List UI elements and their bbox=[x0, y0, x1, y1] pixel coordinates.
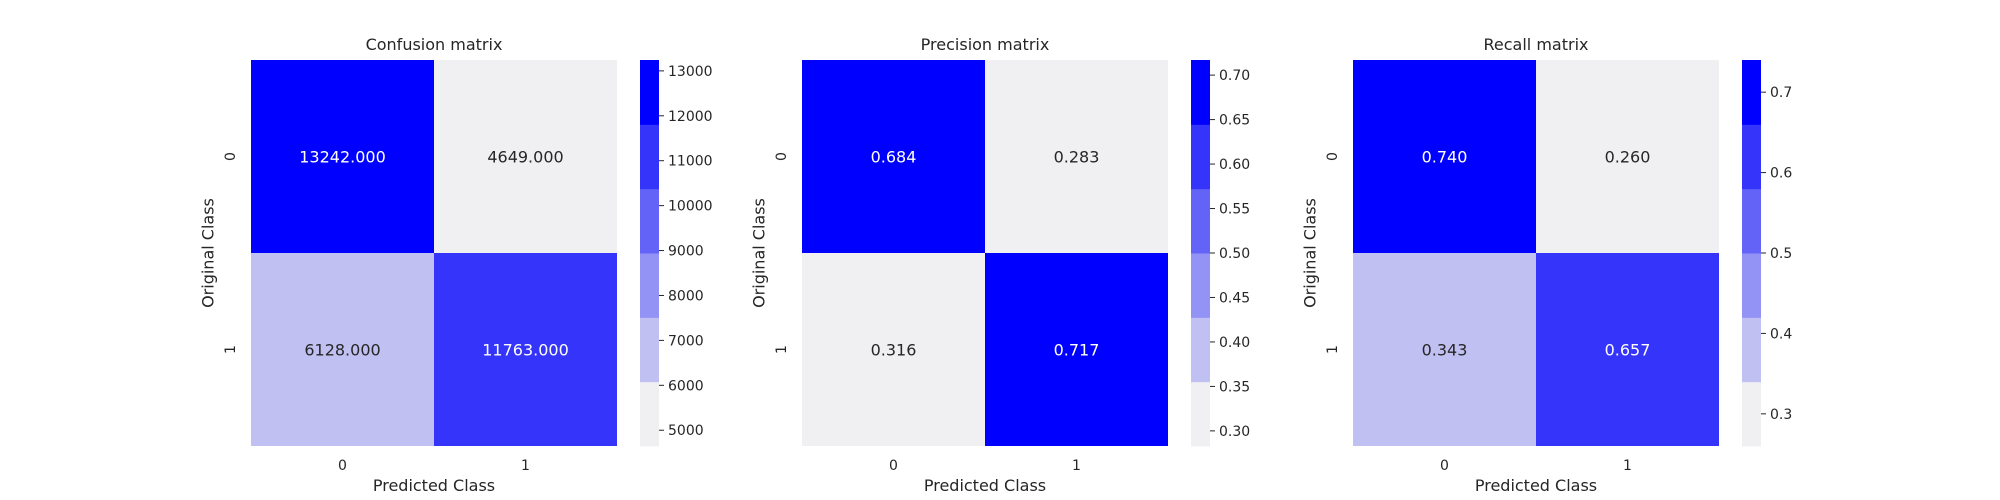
y-tick-label: 0 bbox=[223, 152, 239, 161]
colorbar-tick-label: 0.50 bbox=[1219, 246, 1250, 262]
colorbar-tick-label: 12000 bbox=[668, 109, 713, 125]
colorbar-tick-label: 10000 bbox=[668, 199, 713, 215]
colorbar-bin bbox=[1191, 317, 1210, 383]
heatmap-panel-3: Recall matrix 0.740 0.260 0.343 0.657 0 1 0 1 Pre… bbox=[1301, 35, 1793, 495]
y-tick-label: 1 bbox=[223, 345, 239, 354]
colorbar-tick-label: 9000 bbox=[668, 244, 704, 260]
x-tick-label: 1 bbox=[521, 458, 530, 474]
colorbar-bin bbox=[1742, 253, 1761, 318]
colorbar-bin bbox=[1742, 124, 1761, 190]
colorbar-bin bbox=[1191, 253, 1210, 318]
colorbar-tick-label: 0.3 bbox=[1770, 407, 1792, 423]
colorbar-tick-label: 0.40 bbox=[1219, 335, 1250, 351]
heatmap-cell bbox=[1353, 60, 1536, 253]
colorbar-bin bbox=[1191, 188, 1210, 254]
cell-value-label: 0.657 bbox=[1605, 341, 1651, 360]
heatmap-cell bbox=[802, 253, 985, 446]
heatmap-panel-2: Precision matrix 0.684 0.283 0.316 0.717 0 1 0 1… bbox=[750, 35, 1251, 495]
colorbar-tick-label: 0.55 bbox=[1219, 202, 1250, 218]
colorbar-bin bbox=[640, 124, 659, 190]
cell-value-label: 0.316 bbox=[871, 341, 917, 360]
x-tick-label: 1 bbox=[1072, 458, 1081, 474]
colorbar-tick-label: 13000 bbox=[668, 64, 713, 80]
colorbar-tick-label: 0.7 bbox=[1770, 85, 1792, 101]
cell-value-label: 13242.000 bbox=[299, 148, 386, 167]
x-axis-label: Predicted Class bbox=[373, 476, 495, 495]
colorbar-bin bbox=[1191, 60, 1210, 125]
heatmap-cell bbox=[251, 60, 434, 253]
x-tick-label: 0 bbox=[1440, 458, 1449, 474]
colorbar-tick-label: 8000 bbox=[668, 288, 704, 304]
colorbar-tick-label: 0.4 bbox=[1770, 326, 1792, 342]
colorbar-tick-label: 0.30 bbox=[1219, 424, 1250, 440]
chart-title: Recall matrix bbox=[1484, 35, 1589, 54]
cell-value-label: 0.283 bbox=[1054, 148, 1100, 167]
cell-value-label: 4649.000 bbox=[487, 148, 563, 167]
heatmap-cell bbox=[985, 253, 1168, 446]
cell-value-label: 0.343 bbox=[1422, 341, 1468, 360]
heatmap-cell bbox=[1536, 253, 1719, 446]
colorbar-tick-label: 5000 bbox=[668, 423, 704, 439]
colorbar-tick-label: 0.45 bbox=[1219, 290, 1250, 306]
colorbar-tick-label: 0.60 bbox=[1219, 157, 1250, 173]
y-tick-label: 0 bbox=[1325, 152, 1341, 161]
colorbar-tick-label: 6000 bbox=[668, 378, 704, 394]
colorbar-bin bbox=[1742, 317, 1761, 383]
cell-value-label: 0.684 bbox=[871, 148, 917, 167]
colorbar-bin bbox=[640, 188, 659, 254]
colorbar-bin bbox=[640, 317, 659, 383]
cell-value-label: 0.717 bbox=[1054, 341, 1100, 360]
y-tick-label: 1 bbox=[1325, 345, 1341, 354]
heatmap-cell bbox=[251, 253, 434, 446]
colorbar-tick-label: 0.65 bbox=[1219, 113, 1250, 129]
cell-value-label: 0.740 bbox=[1422, 148, 1468, 167]
chart-title: Confusion matrix bbox=[366, 35, 503, 54]
cell-value-label: 6128.000 bbox=[304, 341, 380, 360]
colorbar-tick-label: 0.70 bbox=[1219, 68, 1250, 84]
y-axis-label: Original Class bbox=[1301, 198, 1320, 308]
x-tick-label: 0 bbox=[338, 458, 347, 474]
colorbar-bin bbox=[640, 253, 659, 318]
cell-value-label: 11763.000 bbox=[482, 341, 569, 360]
colorbar-tick-label: 0.6 bbox=[1770, 166, 1792, 182]
chart-title: Precision matrix bbox=[921, 35, 1050, 54]
x-axis-label: Predicted Class bbox=[924, 476, 1046, 495]
colorbar-bin bbox=[1742, 60, 1761, 125]
heatmap-cell bbox=[434, 253, 617, 446]
colorbar-tick-label: 7000 bbox=[668, 333, 704, 349]
colorbar-tick-label: 0.35 bbox=[1219, 379, 1250, 395]
heatmap-cell bbox=[1536, 60, 1719, 253]
colorbar-bin bbox=[640, 60, 659, 125]
heatmap-cell bbox=[434, 60, 617, 253]
colorbar-bin bbox=[1191, 381, 1210, 447]
y-axis-label: Original Class bbox=[199, 198, 218, 308]
heatmap-panel-1: Confusion matrix 13242.000 4649.000 6128.00… bbox=[199, 35, 713, 495]
colorbar-tick-label: 11000 bbox=[668, 154, 713, 170]
y-tick-label: 1 bbox=[774, 345, 790, 354]
y-axis-label: Original Class bbox=[750, 198, 769, 308]
cell-value-label: 0.260 bbox=[1605, 148, 1651, 167]
x-axis-label: Predicted Class bbox=[1475, 476, 1597, 495]
colorbar-bin bbox=[1742, 188, 1761, 254]
heatmap-cell bbox=[1353, 253, 1536, 446]
colorbar-bin bbox=[1742, 381, 1761, 447]
heatmap-cell bbox=[802, 60, 985, 253]
colorbar-tick-label: 0.5 bbox=[1770, 246, 1792, 262]
colorbar-bin bbox=[640, 381, 659, 447]
x-tick-label: 1 bbox=[1623, 458, 1632, 474]
y-tick-label: 0 bbox=[774, 152, 790, 161]
x-tick-label: 0 bbox=[889, 458, 898, 474]
heatmap-cell bbox=[985, 60, 1168, 253]
colorbar-bin bbox=[1191, 124, 1210, 190]
